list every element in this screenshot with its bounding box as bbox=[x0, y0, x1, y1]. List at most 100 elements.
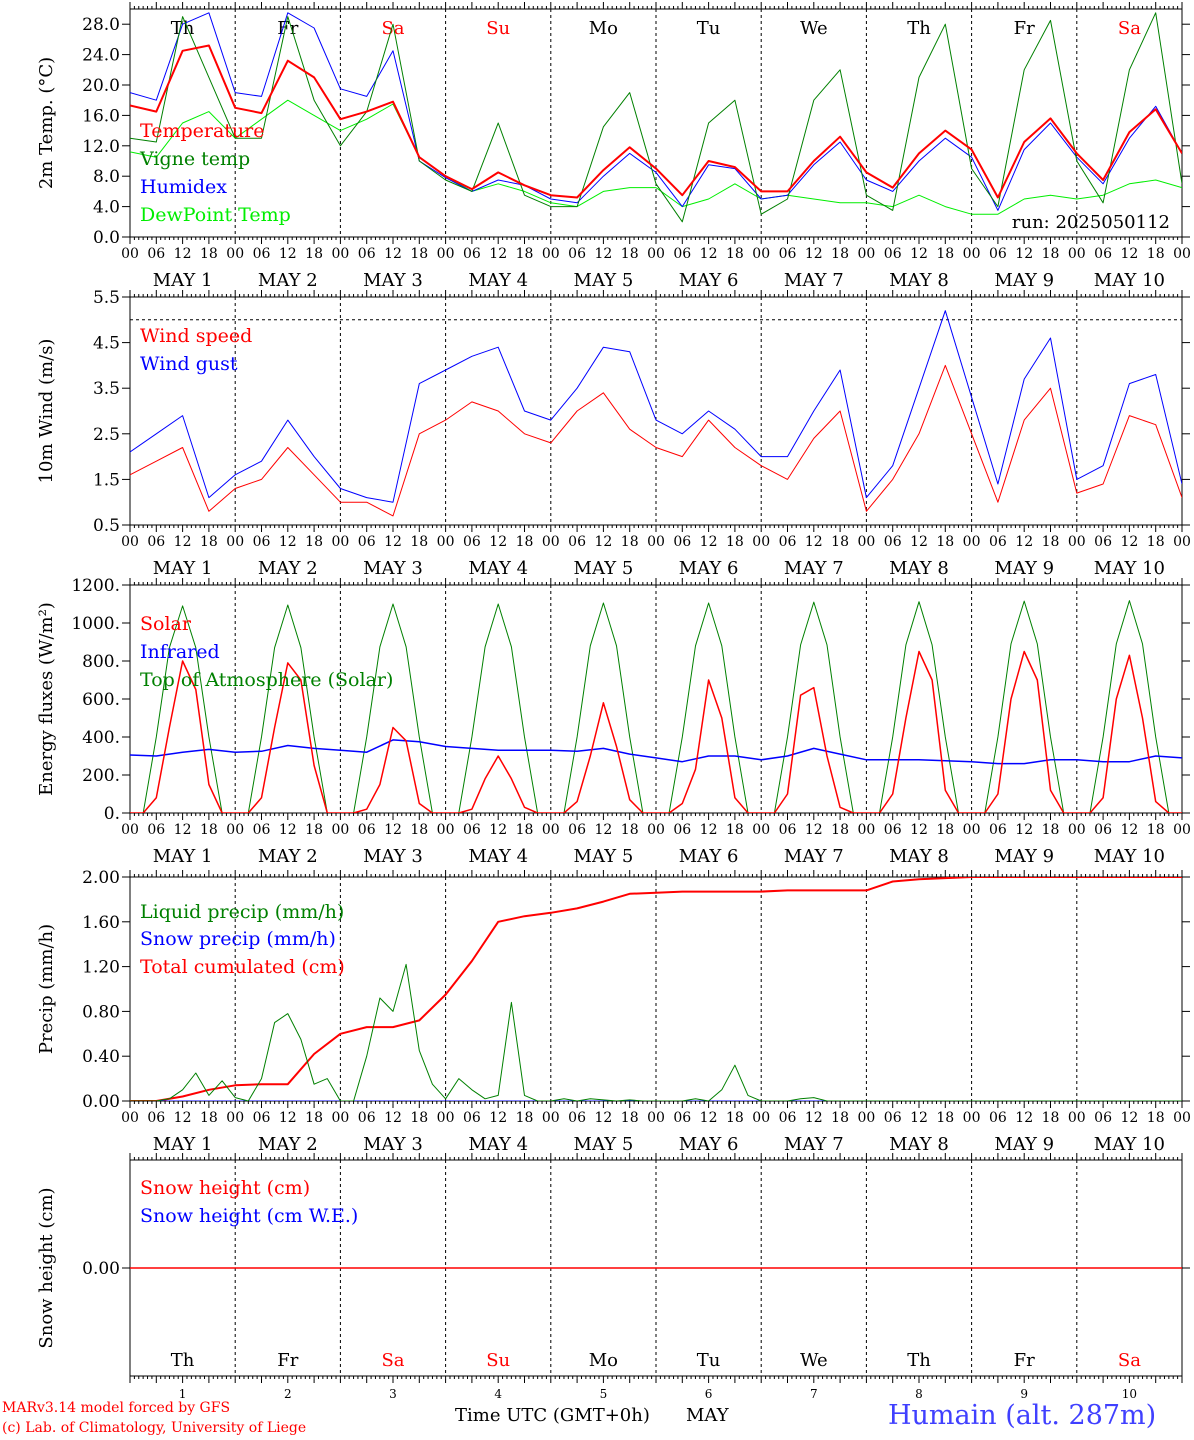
temp-hour-label: 00 bbox=[542, 246, 560, 262]
wind-hour-label: 00 bbox=[1068, 534, 1086, 550]
energy-series-solar bbox=[130, 650, 1182, 813]
bottom-day-number: 7 bbox=[810, 1387, 818, 1401]
temp-date-label: MAY 8 bbox=[889, 270, 949, 291]
temp-hour-label: 12 bbox=[384, 246, 402, 262]
energy-date-label: MAY 2 bbox=[258, 846, 318, 867]
energy-legend-entry: Top of Atmosphere (Solar) bbox=[140, 669, 393, 691]
precip-hour-label: 00 bbox=[1173, 1110, 1191, 1126]
snow-y-axis-label: Snow height (cm) bbox=[36, 1187, 57, 1348]
temp-series-temperature bbox=[130, 44, 1182, 199]
temp-hour-label: 06 bbox=[673, 246, 691, 262]
energy-hour-label: 18 bbox=[726, 822, 744, 838]
wind-hour-label: 00 bbox=[752, 534, 770, 550]
precip-series-liquid-precip-mm-h bbox=[130, 963, 1182, 1101]
temp-hour-label: 00 bbox=[752, 246, 770, 262]
wind-y-tick-label: 1.5 bbox=[93, 470, 120, 490]
wind-hour-label: 00 bbox=[226, 534, 244, 550]
temp-y-tick-label: 16.0 bbox=[82, 106, 120, 126]
temp-date-label: MAY 5 bbox=[574, 270, 634, 291]
wind-hour-label: 12 bbox=[910, 534, 928, 550]
energy-hour-label: 12 bbox=[384, 822, 402, 838]
energy-hour-label: 18 bbox=[936, 822, 954, 838]
precip-hour-label: 06 bbox=[1094, 1110, 1112, 1126]
wind-y-axis-label: 10m Wind (m/s) bbox=[36, 339, 57, 484]
weekday-label: Sa bbox=[381, 18, 404, 39]
energy-hour-label: 06 bbox=[568, 822, 586, 838]
wind-y-tick-label: 3.5 bbox=[93, 379, 120, 399]
energy-y-tick-label: 800. bbox=[82, 652, 120, 672]
energy-hour-label: 18 bbox=[516, 822, 534, 838]
wind-hour-label: 00 bbox=[857, 534, 875, 550]
precip-y-tick-label: 1.20 bbox=[82, 958, 120, 978]
energy-y-tick-label: 400. bbox=[82, 728, 120, 748]
precip-hour-label: 06 bbox=[568, 1110, 586, 1126]
wind-hour-label: 06 bbox=[253, 534, 271, 550]
temp-series-dewpoint-temp bbox=[130, 99, 1182, 215]
precip-hour-label: 12 bbox=[489, 1110, 507, 1126]
precip-series-total-cumulated-cm bbox=[130, 877, 1182, 1101]
temp-legend-entry: DewPoint Temp bbox=[140, 204, 291, 226]
temp-hour-label: 18 bbox=[200, 246, 218, 262]
precip-hour-label: 12 bbox=[594, 1110, 612, 1126]
wind-hour-label: 06 bbox=[568, 534, 586, 550]
precip-hour-label: 06 bbox=[147, 1110, 165, 1126]
bottom-weekday-label: Mo bbox=[589, 1350, 618, 1371]
energy-date-label: MAY 3 bbox=[363, 846, 423, 867]
precip-hour-label: 06 bbox=[673, 1110, 691, 1126]
bottom-day-number: 9 bbox=[1020, 1387, 1028, 1401]
wind-hour-label: 06 bbox=[989, 534, 1007, 550]
precip-hour-label: 12 bbox=[279, 1110, 297, 1126]
precip-hour-label: 18 bbox=[305, 1110, 323, 1126]
wind-hour-label: 12 bbox=[384, 534, 402, 550]
credit-line: (c) Lab. of Climatology, University of L… bbox=[2, 1420, 307, 1436]
wind-hour-label: 00 bbox=[647, 534, 665, 550]
temp-hour-label: 18 bbox=[1042, 246, 1060, 262]
temp-series-humidex bbox=[130, 12, 1182, 211]
wind-date-label: MAY 4 bbox=[468, 558, 528, 579]
energy-panel: 0. 200. 400. 600. 800. 1000. 1200. Energy fluxe… bbox=[36, 576, 1191, 867]
precip-legend-entry: Liquid precip (mm/h) bbox=[140, 901, 344, 923]
energy-series-infrared bbox=[130, 739, 1182, 765]
precip-hour-label: 00 bbox=[752, 1110, 770, 1126]
temp-hour-label: 18 bbox=[936, 246, 954, 262]
wind-hour-label: 18 bbox=[726, 534, 744, 550]
precip-date-label: MAY 10 bbox=[1094, 1134, 1165, 1155]
temp-y-tick-label: 28.0 bbox=[82, 15, 120, 35]
temp-date-label: MAY 2 bbox=[258, 270, 318, 291]
energy-hour-label: 06 bbox=[673, 822, 691, 838]
wind-hour-label: 00 bbox=[963, 534, 981, 550]
precip-hour-label: 06 bbox=[989, 1110, 1007, 1126]
temp-hour-label: 18 bbox=[726, 246, 744, 262]
precip-y-tick-label: 1.60 bbox=[82, 913, 120, 933]
wind-hour-label: 18 bbox=[621, 534, 639, 550]
bottom-weekday-label: Sa bbox=[1118, 1350, 1141, 1371]
energy-hour-label: 06 bbox=[147, 822, 165, 838]
weekday-label: Fr bbox=[1014, 18, 1035, 39]
bottom-day-number: 3 bbox=[389, 1387, 397, 1401]
precip-hour-label: 06 bbox=[358, 1110, 376, 1126]
energy-legend-entry: Infrared bbox=[140, 641, 220, 663]
temp-date-label: MAY 7 bbox=[784, 270, 844, 291]
month-label: MAY bbox=[686, 1405, 729, 1426]
temp-date-label: MAY 4 bbox=[468, 270, 528, 291]
precip-hour-label: 00 bbox=[647, 1110, 665, 1126]
precip-hour-label: 00 bbox=[437, 1110, 455, 1126]
precip-hour-label: 06 bbox=[463, 1110, 481, 1126]
temp-date-label: MAY 10 bbox=[1094, 270, 1165, 291]
wind-hour-label: 18 bbox=[410, 534, 428, 550]
energy-hour-label: 18 bbox=[200, 822, 218, 838]
precip-y-axis-label: Precip (mm/h) bbox=[36, 924, 57, 1054]
wind-hour-label: 18 bbox=[831, 534, 849, 550]
precip-hour-label: 00 bbox=[1068, 1110, 1086, 1126]
temp-panel: 0.0 4.0 8.0 12.0 16.0 20.0 24.0 28.0 2m Temp. (°… bbox=[36, 2, 1191, 291]
wind-hour-label: 12 bbox=[805, 534, 823, 550]
energy-date-label: MAY 8 bbox=[889, 846, 949, 867]
temp-hour-label: 18 bbox=[305, 246, 323, 262]
wind-hour-label: 12 bbox=[1120, 534, 1138, 550]
energy-date-label: MAY 7 bbox=[784, 846, 844, 867]
wind-date-label: MAY 8 bbox=[889, 558, 949, 579]
temp-hour-label: 00 bbox=[1173, 246, 1191, 262]
bottom-day-number: 10 bbox=[1122, 1387, 1137, 1401]
temp-hour-label: 00 bbox=[963, 246, 981, 262]
energy-hour-label: 00 bbox=[1068, 822, 1086, 838]
